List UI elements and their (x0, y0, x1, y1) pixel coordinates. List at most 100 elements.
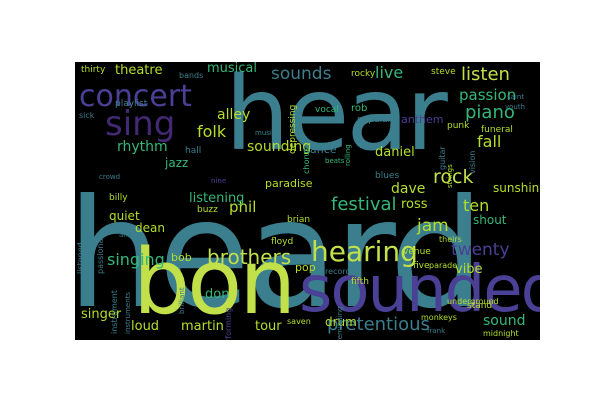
word-floyd: floyd (271, 237, 294, 247)
word-jam: jam (417, 216, 449, 236)
word-sing: sing (105, 104, 176, 144)
word-vocal: vocal (315, 105, 339, 115)
word-listening: listening (189, 191, 245, 206)
word-folk: folk (197, 122, 227, 141)
word-passion: passion (459, 86, 517, 104)
word-punk: punk (447, 121, 470, 131)
word-music: music (255, 129, 276, 137)
word-steve: steve (431, 67, 456, 77)
word-jay: jay (86, 236, 95, 248)
word-andy: andy (119, 231, 137, 239)
word-instruments: instruments (124, 291, 132, 334)
word-live: live (375, 63, 404, 82)
word-midnight: midnight (483, 329, 519, 338)
word-instrument: instrument (110, 290, 119, 334)
word-blues: blues (375, 171, 400, 181)
word-drum: drum (325, 315, 357, 329)
word-listened: listened (76, 242, 85, 274)
word-frank: frank (427, 327, 446, 335)
word-rock: rock (433, 166, 474, 188)
word-parade: parade (429, 261, 458, 270)
word-fifth: fifth (351, 277, 369, 287)
word-ross: ross (401, 197, 428, 212)
word-phil: phil (229, 198, 257, 216)
word-festival: festival (331, 194, 397, 215)
word-billy: billy (109, 193, 128, 203)
word-brian: brian (287, 215, 311, 225)
word-buzz: buzz (197, 205, 218, 215)
word-hear: hear (225, 62, 448, 174)
word-jazz: jazz (165, 156, 189, 170)
word-quiet: quiet (109, 209, 140, 223)
word-performing: performing (224, 307, 233, 340)
word-saven: saven (287, 317, 311, 326)
word-don: don (205, 287, 230, 302)
word-daniel: daniel (375, 145, 415, 160)
word-musical: musical (207, 62, 258, 76)
word-sounding: sounding (247, 139, 312, 155)
word-singing: singing (107, 250, 165, 269)
word-theatre: theatre (115, 63, 163, 78)
word-monkeys: monkeys (421, 313, 457, 322)
word-brothers: brothers (207, 245, 292, 269)
word-martin: martin (181, 319, 224, 334)
word-dance: dance (303, 143, 337, 156)
word-dave: dave (391, 181, 426, 197)
word-bands: bands (179, 71, 204, 80)
word-alley: alley (217, 107, 251, 123)
word-sound: sound (483, 313, 526, 329)
word-fall: fall (477, 132, 502, 151)
word-sunshine: sunshine (493, 181, 540, 195)
word-cloud: heard hear bon sounded concert sing hear… (75, 62, 540, 340)
word-popular: popular (357, 115, 392, 125)
word-thirty: thirty (81, 65, 106, 75)
word-twenty: twenty (451, 240, 510, 260)
word-rocky: rocky (351, 69, 376, 79)
word-funeral: funeral (481, 125, 513, 135)
word-tour: tour (255, 319, 282, 334)
word-pop: pop (295, 261, 316, 274)
word-rolling: rolling (344, 144, 352, 166)
word-singer: singer (81, 307, 122, 322)
word-shout: shout (473, 213, 507, 227)
word-passionate: passionate (96, 230, 105, 274)
word-theirs: theirs (439, 235, 462, 244)
word-reminding: reminding (336, 306, 344, 341)
word-underground: underground (447, 297, 499, 306)
word-crowd: crowd (99, 173, 121, 181)
word-rob: rob (351, 103, 368, 114)
word-bob: bob (171, 251, 192, 264)
word-nine: nine (211, 177, 227, 185)
word-playlist: playlist (115, 99, 148, 109)
word-anthem: anthem (401, 113, 444, 126)
word-youth: youth (505, 103, 526, 111)
word-bon: bon (133, 230, 296, 335)
word-hearing: hearing (311, 235, 418, 268)
word-chorus: chorus (302, 147, 311, 174)
word-loud: loud (131, 319, 160, 334)
word-vision: vision (468, 150, 477, 174)
word-vibe: vibe (455, 262, 483, 277)
word-hall: hall (185, 146, 202, 156)
word-stand: stand (467, 301, 493, 311)
word-sounded: sounded (299, 253, 540, 327)
word-ten: ten (463, 196, 490, 215)
word-paradise: paradise (265, 177, 313, 190)
word-concert: concert (79, 79, 192, 114)
word-listen: listen (461, 64, 510, 85)
word-dean: dean (135, 221, 165, 235)
word-venue: venue (403, 247, 431, 257)
word-recorded: recorded (325, 267, 361, 276)
word-depressing: depressing (288, 104, 298, 154)
word-heard: heard (75, 168, 485, 340)
word-strings: strings (446, 164, 454, 188)
word-rhythm: rhythm (117, 139, 168, 155)
word-pretentious: pretentious (327, 314, 430, 335)
word-five: five (413, 261, 430, 271)
word-piano: piano (465, 102, 515, 123)
word-sounds: sounds (271, 64, 332, 84)
word-beats: beats (325, 157, 345, 165)
word-brilliant: brilliant (178, 287, 186, 314)
word-saint: saint (507, 93, 525, 101)
word-sick: sick (79, 111, 95, 120)
